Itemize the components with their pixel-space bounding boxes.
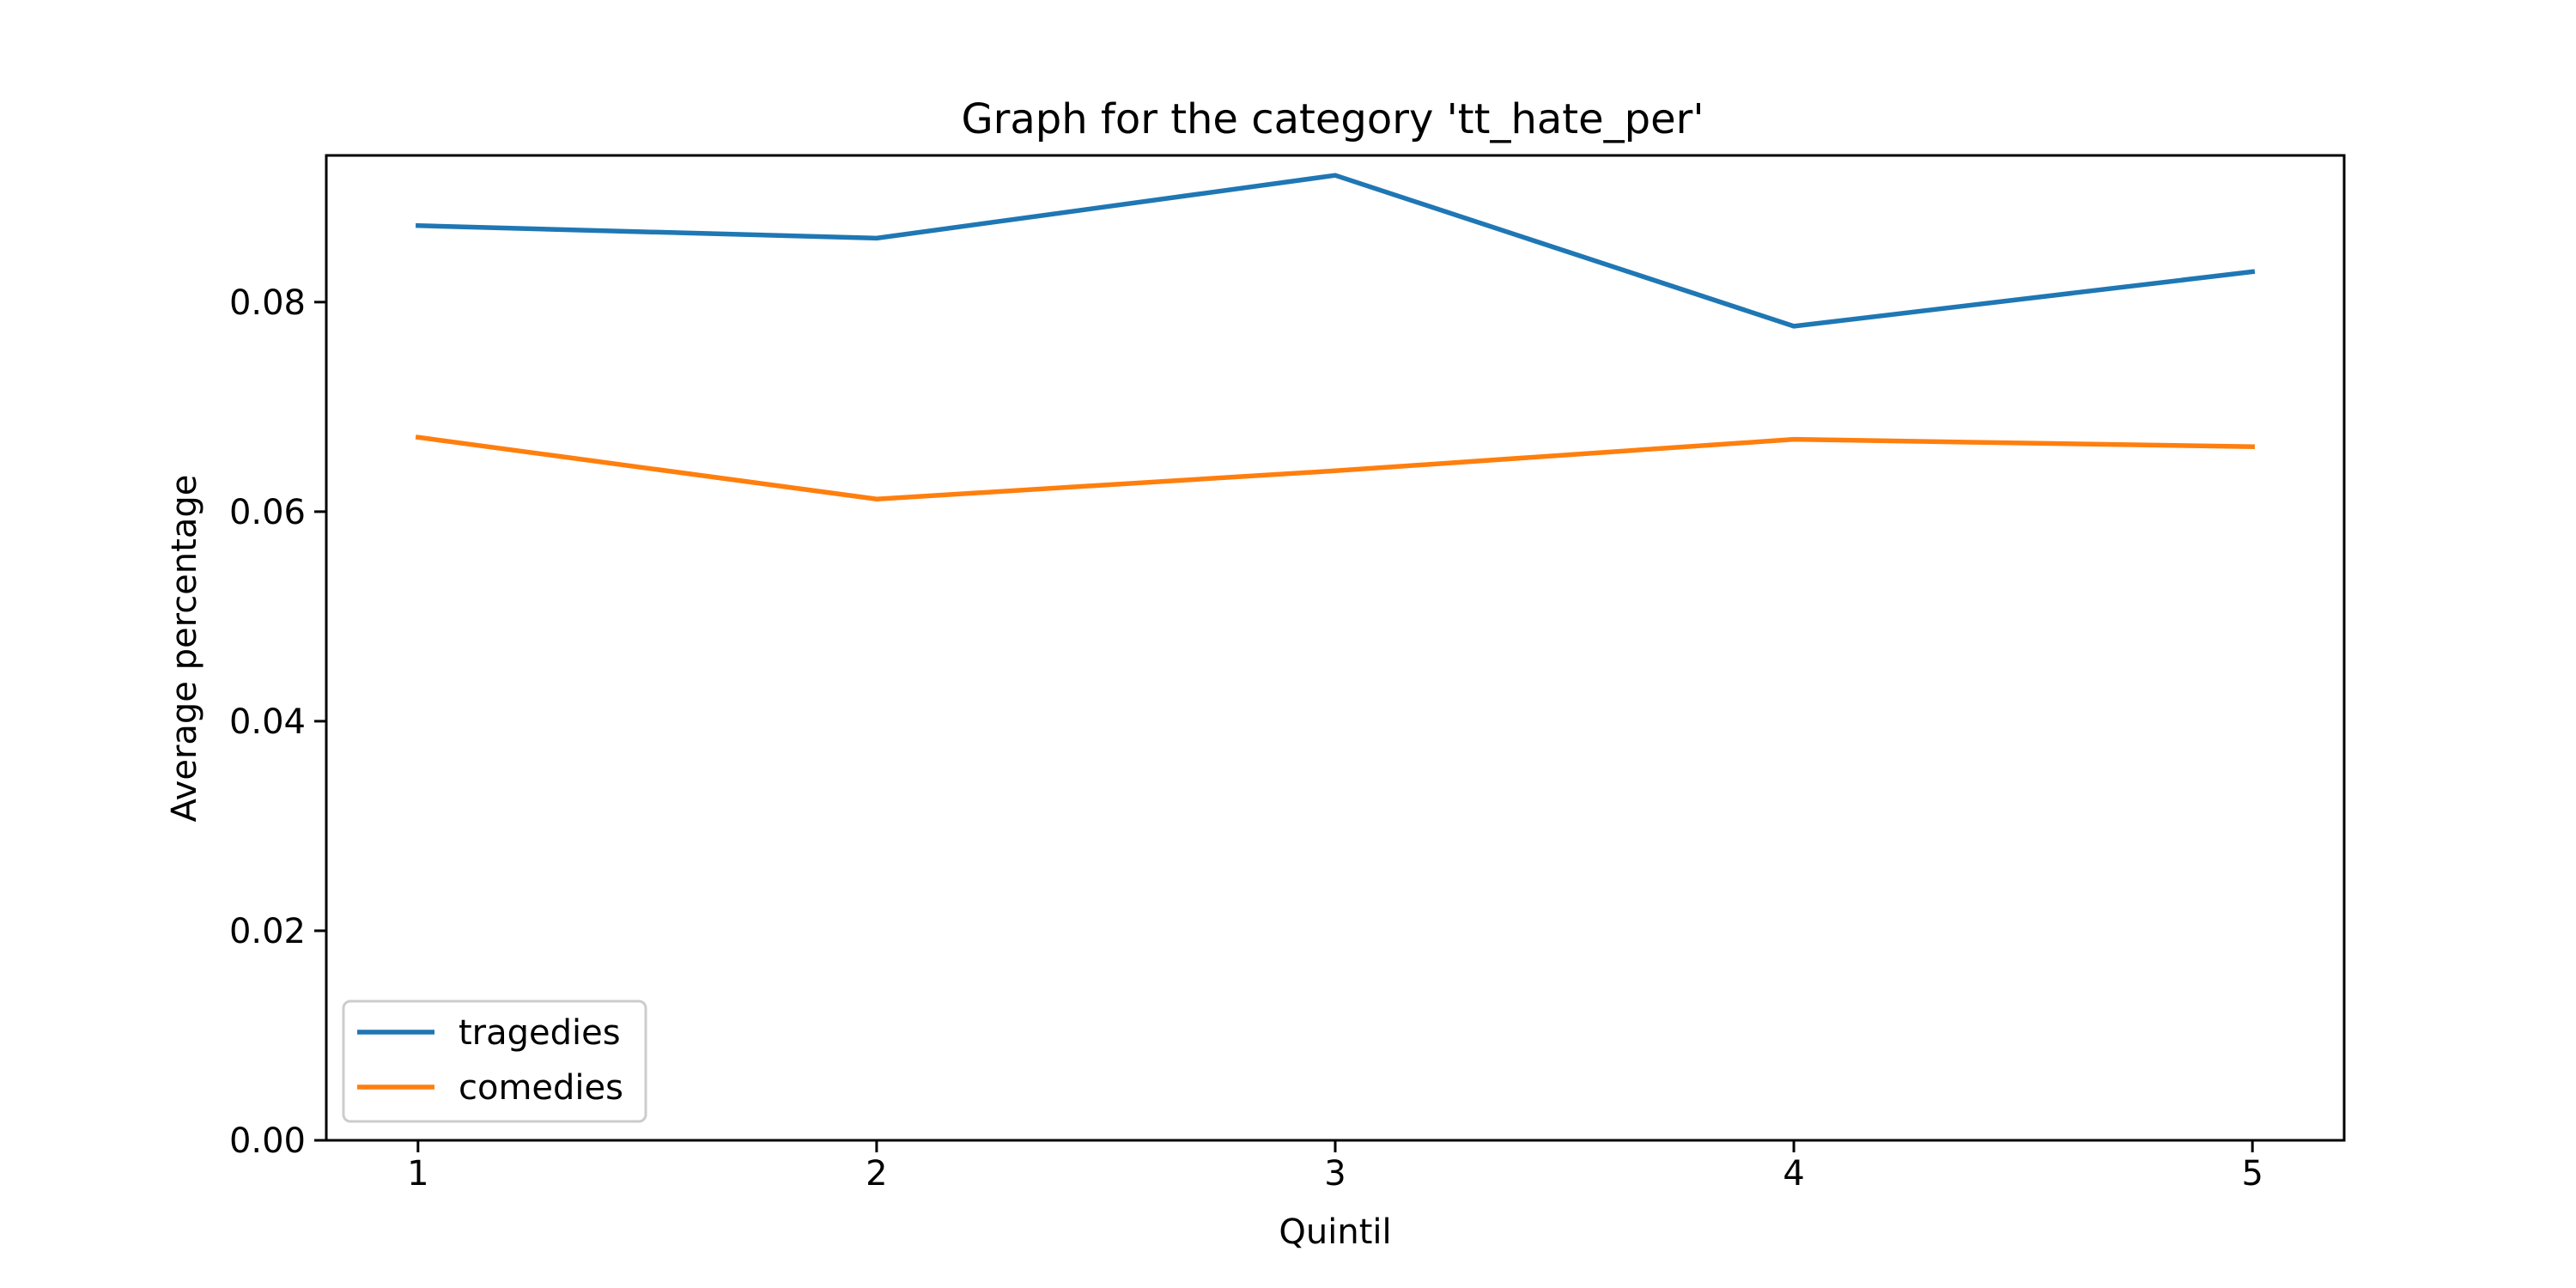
- series-line-tragedies: [415, 173, 2256, 329]
- series-line-comedies: [415, 434, 2255, 501]
- x-tick-label: 1: [407, 1154, 428, 1194]
- legend-label-tragedies: tragedies: [459, 1013, 621, 1053]
- y-tick-label: 0.02: [229, 912, 306, 951]
- x-axis: 1 2 3 4 5: [407, 1140, 2263, 1194]
- x-tick-label: 4: [1783, 1154, 1804, 1194]
- y-tick-label: 0.00: [229, 1121, 306, 1161]
- series-layer: [415, 173, 2256, 501]
- chart-title: Graph for the category 'tt_hate_per': [961, 95, 1704, 143]
- x-tick-label: 5: [2241, 1154, 2263, 1194]
- x-tick-label: 3: [1324, 1154, 1346, 1194]
- x-tick-label: 2: [866, 1154, 887, 1194]
- legend-label-comedies: comedies: [459, 1068, 623, 1108]
- y-tick-label: 0.06: [229, 493, 306, 532]
- y-axis-label: Average percentage: [165, 475, 204, 823]
- legend: tragedies comedies: [342, 999, 647, 1123]
- x-axis-label: Quintil: [1279, 1212, 1391, 1252]
- y-tick-label: 0.04: [229, 702, 306, 742]
- y-axis: 0.00 0.02 0.04 0.06 0.08: [229, 283, 326, 1161]
- y-tick-label: 0.08: [229, 283, 306, 323]
